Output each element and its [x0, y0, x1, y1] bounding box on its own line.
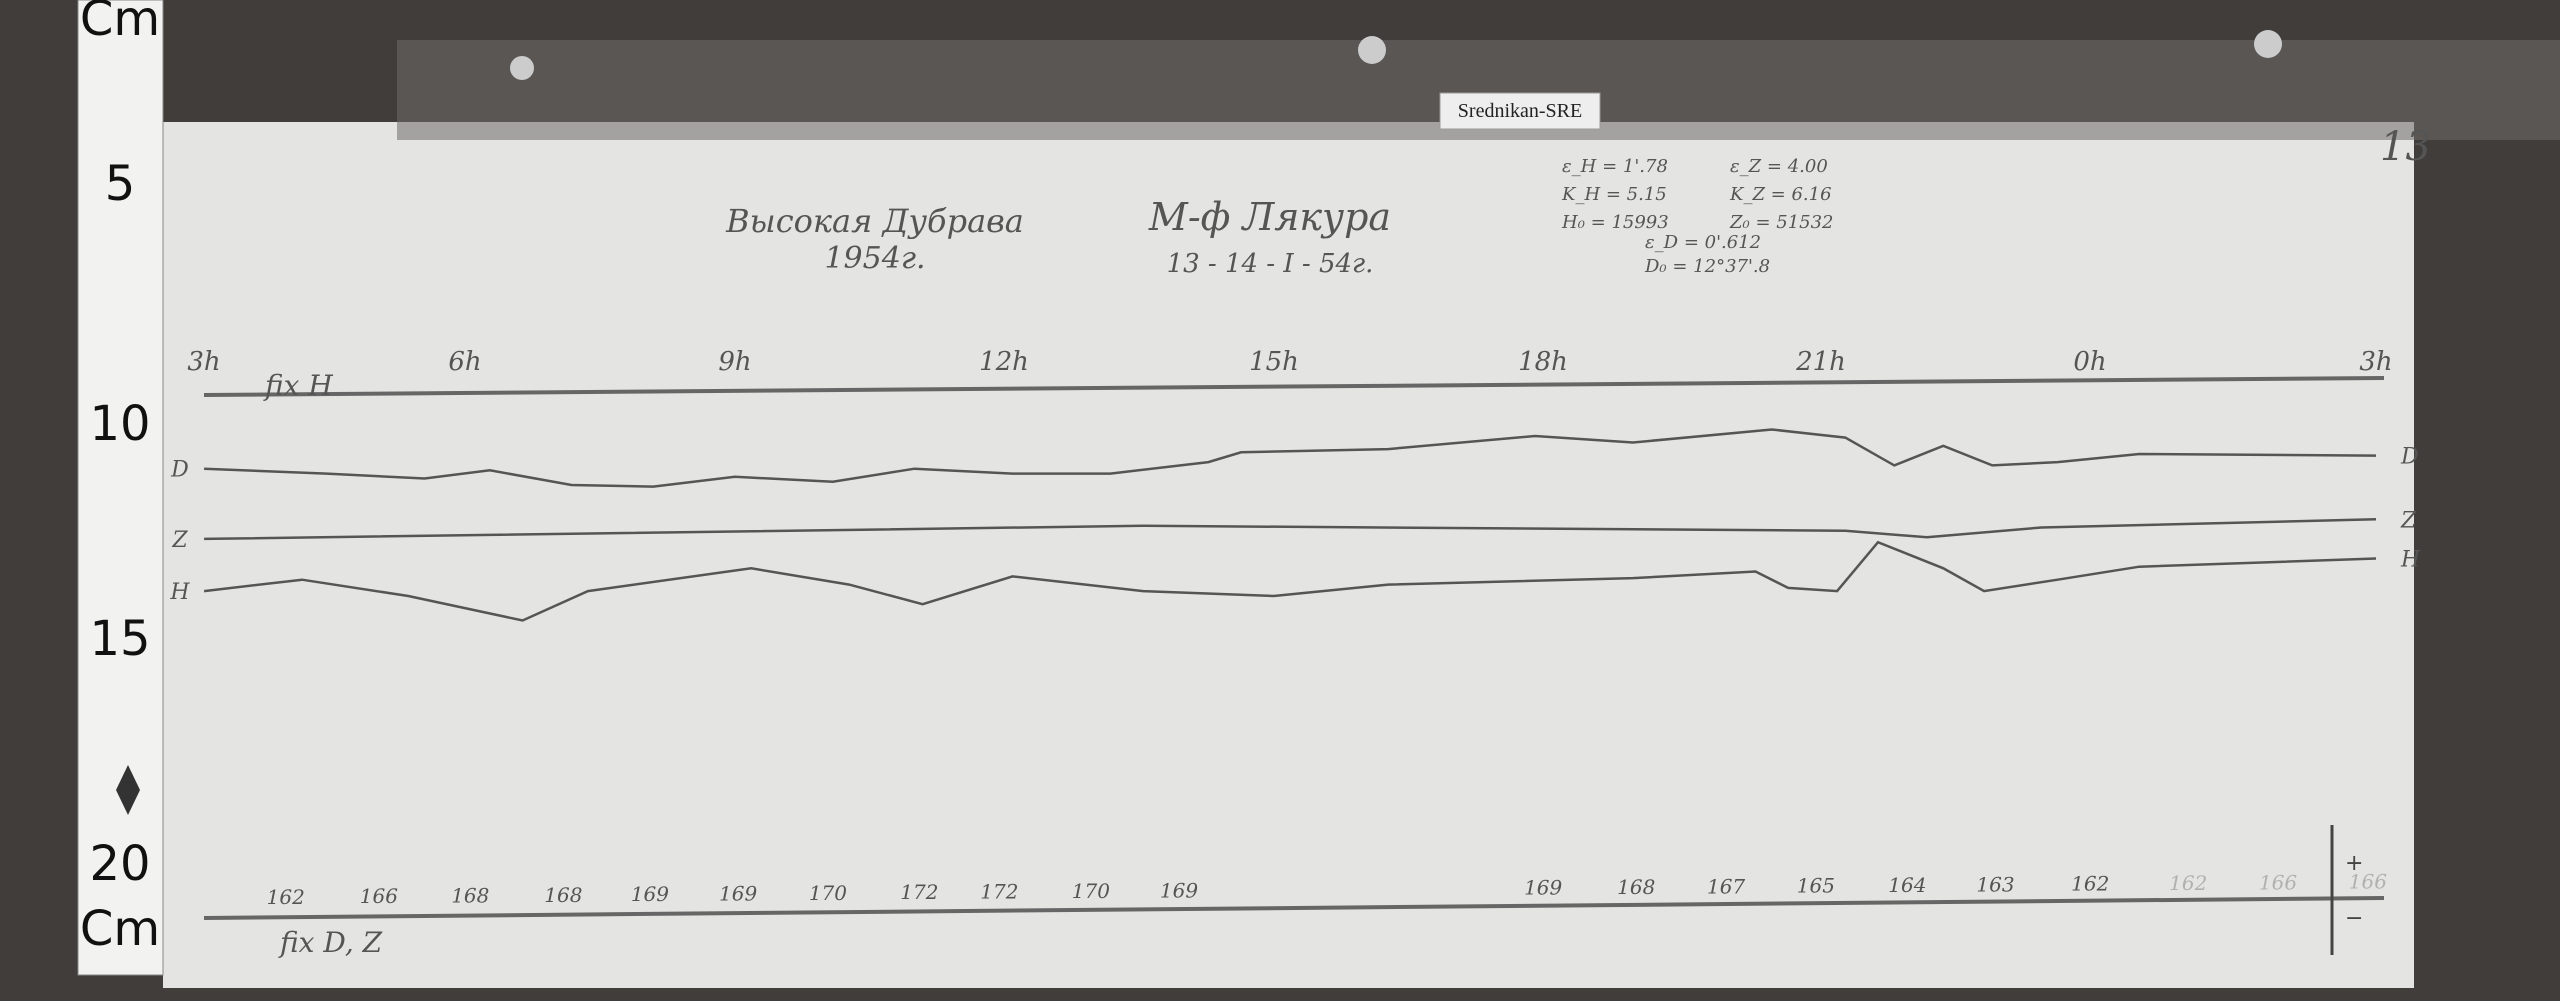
- temperature: 169: [1524, 876, 1562, 900]
- hour-label: 3h: [2359, 347, 2392, 377]
- ruler-label: Cm: [80, 901, 160, 957]
- hour-label: 15h: [1249, 347, 1299, 377]
- constant: H₀ = 15993: [1561, 212, 1669, 233]
- ruler-label: 10: [89, 396, 150, 452]
- ruler-label: 15: [89, 611, 150, 667]
- trace-label: H: [169, 580, 190, 605]
- temperature: 168: [1617, 875, 1655, 899]
- hour-label: 9h: [718, 347, 751, 377]
- ruler-diamond: [116, 765, 140, 815]
- constant: ε_Z = 4.00: [1730, 156, 1828, 177]
- trace-label: H: [2400, 547, 2421, 572]
- temperature: 162: [2071, 872, 2109, 896]
- screw: [1358, 36, 1386, 64]
- scale-sign: −: [2345, 906, 2363, 931]
- date: 13 - 14 - I - 54г.: [1167, 249, 1374, 279]
- ruler-label: Cm: [80, 0, 160, 47]
- temperature: 167: [1707, 874, 1745, 898]
- temperature: 166: [2259, 870, 2297, 894]
- trace-label: D: [170, 458, 189, 483]
- hour-label: 3h: [187, 347, 220, 377]
- base-axis: [203, 896, 2385, 920]
- ruler-label: 20: [89, 836, 150, 892]
- trace-d: [204, 428, 2377, 488]
- trace-h: [203, 540, 2377, 622]
- station-name: Высокая Дубрава: [725, 202, 1024, 240]
- temperature: 162: [267, 885, 305, 909]
- constant: ε_D = 0'.612: [1645, 232, 1761, 253]
- temperature: 169: [1160, 878, 1198, 902]
- trace-label: Z: [2400, 508, 2417, 533]
- magnetometer: М-ф Лякура: [1148, 195, 1391, 239]
- temperature: 169: [719, 882, 757, 906]
- sheet-number: 13: [2380, 124, 2431, 170]
- fix-bottom: fix D, Z: [278, 926, 383, 959]
- time-axis: [203, 376, 2385, 397]
- station-year: 1954г.: [824, 241, 925, 276]
- temperature: 168: [451, 884, 489, 908]
- temperature: 172: [900, 880, 938, 904]
- temperature: 169: [631, 882, 669, 906]
- temperature: 170: [1072, 879, 1110, 903]
- constant: K_Z = 6.16: [1729, 184, 1832, 205]
- temperature: 162: [2169, 871, 2207, 895]
- constant: Z₀ = 51532: [1729, 212, 1834, 233]
- temperature: 166: [2349, 870, 2387, 894]
- fix-top: fix H: [263, 369, 333, 402]
- temperature: 165: [1797, 874, 1835, 898]
- hour-label: 12h: [979, 347, 1029, 377]
- trace-label: D: [2400, 445, 2419, 470]
- ruler: [77, 0, 164, 976]
- constant: D₀ = 12°37'.8: [1644, 256, 1770, 277]
- temperature: 168: [544, 883, 582, 907]
- hour-label: 21h: [1795, 347, 1846, 377]
- constant: ε_H = 1'.78: [1562, 156, 1668, 177]
- trace-z: [204, 518, 2377, 541]
- scale-sign: +: [2345, 851, 2363, 876]
- magnetogram-paper: [163, 122, 2414, 988]
- tag-box: [1439, 92, 1601, 130]
- hour-label: 18h: [1518, 347, 1568, 377]
- temperature: 166: [360, 884, 398, 908]
- tag: Srednikan-SRE: [1458, 100, 1582, 122]
- temperature: 163: [1976, 872, 2014, 896]
- temperature: 164: [1888, 873, 1926, 897]
- constant: K_H = 5.15: [1561, 184, 1667, 205]
- trace-label: Z: [171, 528, 188, 553]
- screw: [2254, 30, 2282, 58]
- hour-label: 0h: [2073, 347, 2106, 377]
- hour-label: 6h: [448, 347, 481, 377]
- temperature: 172: [980, 880, 1018, 904]
- screw: [510, 56, 534, 80]
- temperature: 170: [809, 881, 847, 905]
- ruler-label: 5: [105, 156, 136, 212]
